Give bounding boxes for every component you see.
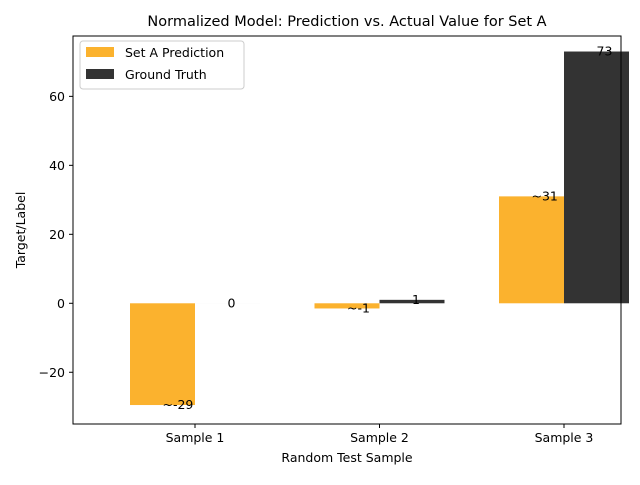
data-label-prediction-1: ~-29 (163, 397, 194, 412)
bar-prediction-1 (130, 303, 195, 405)
x-axis-label: Random Test Sample (281, 450, 412, 465)
data-label-ground-truth-2: 1 (412, 292, 420, 307)
legend-swatch-ground-truth (86, 69, 114, 79)
y-axis-label: Target/Label (13, 192, 28, 270)
legend-label-prediction: Set A Prediction (125, 45, 224, 60)
bar-prediction-3 (499, 196, 564, 303)
y-tick-label: 60 (49, 89, 65, 104)
x-tick-label: Sample 2 (350, 430, 409, 445)
legend-swatch-prediction (86, 47, 114, 57)
y-tick-label: 20 (49, 227, 65, 242)
x-axis: Sample 1 Sample 2 Sample 3 (166, 424, 594, 445)
data-label-ground-truth-1: 0 (228, 295, 236, 310)
x-tick-label: Sample 1 (166, 430, 225, 445)
legend-label-ground-truth: Ground Truth (125, 67, 207, 82)
bar-ground-truth-3 (564, 52, 629, 304)
y-axis: −20 0 20 40 60 (39, 89, 73, 380)
y-tick-label: 0 (57, 296, 65, 311)
legend: Set A Prediction Ground Truth (80, 41, 244, 89)
y-tick-label: −20 (39, 365, 65, 380)
data-label-ground-truth-3: 73 (597, 44, 613, 59)
data-label-prediction-3: ~31 (532, 188, 558, 203)
x-tick-label: Sample 3 (535, 430, 594, 445)
chart-title: Normalized Model: Prediction vs. Actual … (147, 14, 546, 30)
plot-area: ~-29 ~-1 ~31 0 1 73 (130, 44, 629, 413)
y-tick-label: 40 (49, 158, 65, 173)
data-label-prediction-2: ~-1 (347, 300, 370, 315)
